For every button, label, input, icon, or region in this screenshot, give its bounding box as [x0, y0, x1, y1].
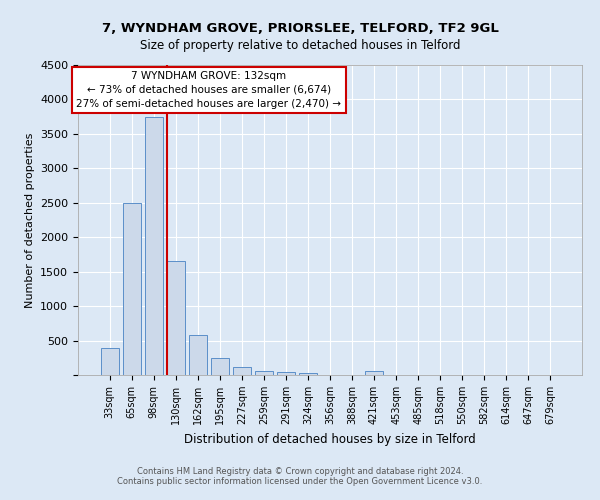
Bar: [145, 116, 163, 375]
Text: 7 WYNDHAM GROVE: 132sqm
← 73% of detached houses are smaller (6,674)
27% of semi: 7 WYNDHAM GROVE: 132sqm ← 73% of detache…: [76, 71, 341, 109]
Text: Size of property relative to detached houses in Telford: Size of property relative to detached ho…: [140, 39, 460, 52]
Text: Contains public sector information licensed under the Open Government Licence v3: Contains public sector information licen…: [118, 477, 482, 486]
Bar: [365, 371, 383, 375]
Text: Contains HM Land Registry data © Crown copyright and database right 2024.: Contains HM Land Registry data © Crown c…: [137, 467, 463, 476]
Bar: [101, 348, 119, 375]
Bar: [233, 368, 251, 375]
X-axis label: Distribution of detached houses by size in Telford: Distribution of detached houses by size …: [184, 432, 476, 446]
Bar: [277, 372, 295, 375]
Bar: [211, 358, 229, 375]
Y-axis label: Number of detached properties: Number of detached properties: [25, 132, 35, 308]
Bar: [123, 203, 140, 375]
Bar: [255, 371, 273, 375]
Bar: [189, 335, 206, 375]
Bar: [299, 372, 317, 375]
Text: 7, WYNDHAM GROVE, PRIORSLEE, TELFORD, TF2 9GL: 7, WYNDHAM GROVE, PRIORSLEE, TELFORD, TF…: [101, 22, 499, 36]
Bar: [167, 262, 185, 375]
